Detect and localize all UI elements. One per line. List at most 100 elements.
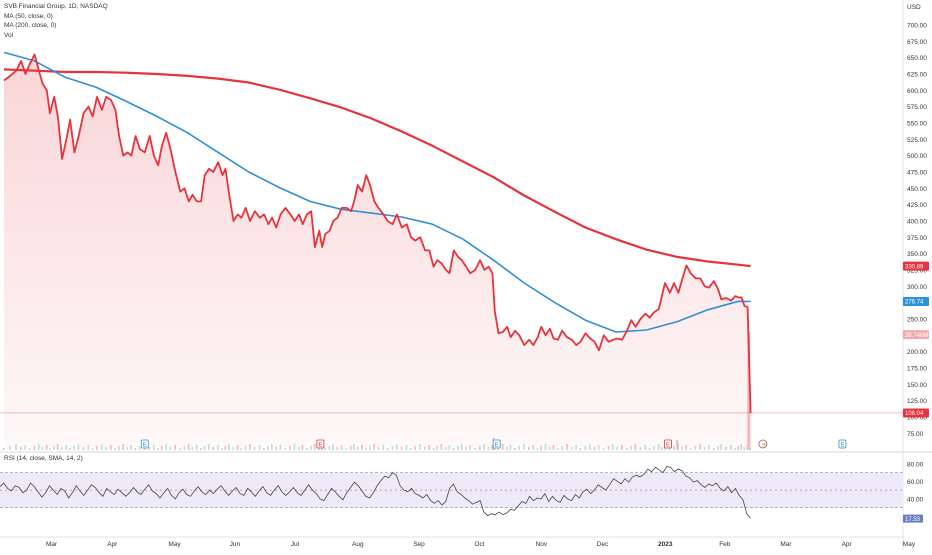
y-tick-label: 400.00	[907, 218, 927, 225]
volume-bar	[138, 446, 141, 450]
y-tick-label: 200.00	[907, 349, 927, 356]
ma200-legend[interactable]: MA (200, close, 0)	[4, 22, 57, 29]
volume-bar	[552, 445, 555, 450]
volume-bar	[301, 445, 304, 450]
ma50-line[interactable]	[3, 51, 751, 333]
volume-bar	[749, 448, 752, 450]
volume-bar	[579, 448, 582, 450]
volume-bar	[725, 447, 727, 450]
volume-bar	[708, 445, 710, 450]
volume-bar	[506, 447, 508, 450]
volume-bar	[469, 445, 471, 450]
volume-bar	[382, 445, 385, 450]
price-line[interactable]	[3, 53, 752, 414]
volume-bar	[703, 447, 706, 450]
volume-bar	[45, 445, 48, 450]
volume-bar	[28, 448, 31, 450]
volume-bar	[556, 448, 559, 450]
volume-bar	[677, 444, 680, 450]
volume-bar	[593, 447, 596, 450]
volume-legend[interactable]: Vol	[4, 31, 14, 39]
earnings-marker[interactable]	[838, 439, 847, 449]
volume-bar	[15, 444, 17, 450]
volume-bar	[518, 446, 520, 450]
volume-bar	[644, 445, 646, 450]
dividend-marker[interactable]	[758, 439, 768, 449]
volume-bar	[208, 444, 210, 450]
y-tick-label: 375.00	[907, 235, 927, 242]
volume-bar	[87, 445, 90, 450]
y-tick-label: 250.00	[907, 316, 927, 323]
volume-bar	[267, 446, 269, 450]
earnings-marker[interactable]	[316, 439, 325, 449]
volume-bar	[575, 445, 577, 450]
volume-bar	[639, 447, 642, 450]
volume-bar	[386, 448, 389, 450]
volume-bar	[134, 448, 137, 450]
earnings-marker[interactable]	[492, 439, 501, 449]
earnings-marker[interactable]	[664, 439, 672, 449]
x-tick-label: May	[168, 541, 181, 548]
ma50-legend[interactable]: MA (50, close, 0)	[4, 12, 53, 20]
volume-bar	[607, 446, 610, 450]
symbol-title[interactable]: SVB Financial Group, 1D, NASDAQ	[4, 3, 108, 10]
volume-bar	[297, 447, 300, 450]
volume-bar	[652, 446, 655, 450]
y-tick-label: 500.00	[907, 153, 927, 160]
y-tick-label: 475.00	[907, 169, 927, 176]
rsi-legend[interactable]: RSI (14, close, SMA, 14, 2)	[4, 455, 83, 462]
earnings-marker[interactable]	[140, 439, 149, 449]
y-tick-label: 175.00	[907, 365, 927, 372]
y-tick-label: 450.00	[907, 186, 927, 193]
price-tag	[903, 261, 929, 271]
volume-bar	[37, 444, 40, 450]
volume-bar	[712, 448, 715, 450]
x-tick-label: Apr	[107, 541, 118, 548]
volume-bar	[148, 447, 151, 450]
x-tick-label: Mar	[780, 541, 792, 548]
currency-label: USD	[907, 4, 921, 11]
volume-bar	[284, 448, 287, 450]
volume-bar	[570, 447, 573, 450]
y-tick-label: 650.00	[907, 55, 927, 62]
event-marker-label: E	[840, 443, 844, 449]
volume-bar	[212, 447, 214, 450]
volume-bar	[289, 446, 292, 450]
y-tick-label: 600.00	[907, 88, 927, 95]
volume-bar	[271, 444, 273, 450]
volume-bar	[118, 446, 120, 450]
rsi-line[interactable]	[0, 465, 751, 519]
volume-bar	[48, 448, 51, 450]
volume-bar	[589, 444, 591, 450]
volume-bar	[448, 445, 451, 450]
volume-bar	[61, 447, 63, 450]
x-tick-label: Apr	[842, 541, 853, 548]
volume-bar	[523, 444, 525, 450]
x-tick-label: Feb	[719, 541, 731, 548]
volume-bar	[24, 445, 27, 450]
volume-bar	[203, 446, 206, 450]
volume-bar	[244, 446, 247, 450]
volume-bar	[345, 448, 348, 450]
volume-bar	[356, 447, 359, 450]
y-tick-label: 150.00	[907, 382, 927, 389]
chart-legend: SVB Financial Group, 1D, NASDAQ MA (50, …	[4, 2, 108, 40]
price-tag	[903, 408, 929, 418]
volume-bar	[428, 445, 430, 450]
volume-bar	[597, 445, 600, 450]
volume-bar	[737, 446, 739, 450]
volume-bar	[509, 445, 512, 450]
volume-bar	[391, 446, 394, 450]
ma200-line[interactable]	[3, 68, 751, 268]
volume-bar	[536, 448, 539, 450]
volume-bar	[195, 445, 198, 450]
price-tag-label: 38.746M	[905, 333, 928, 339]
volume-bar	[305, 448, 308, 450]
event-marker-label: E	[318, 443, 322, 449]
volume-bar	[82, 447, 85, 450]
volume-bar	[20, 447, 22, 450]
x-tick-label: Oct	[474, 541, 484, 548]
volume-bar	[584, 446, 586, 450]
